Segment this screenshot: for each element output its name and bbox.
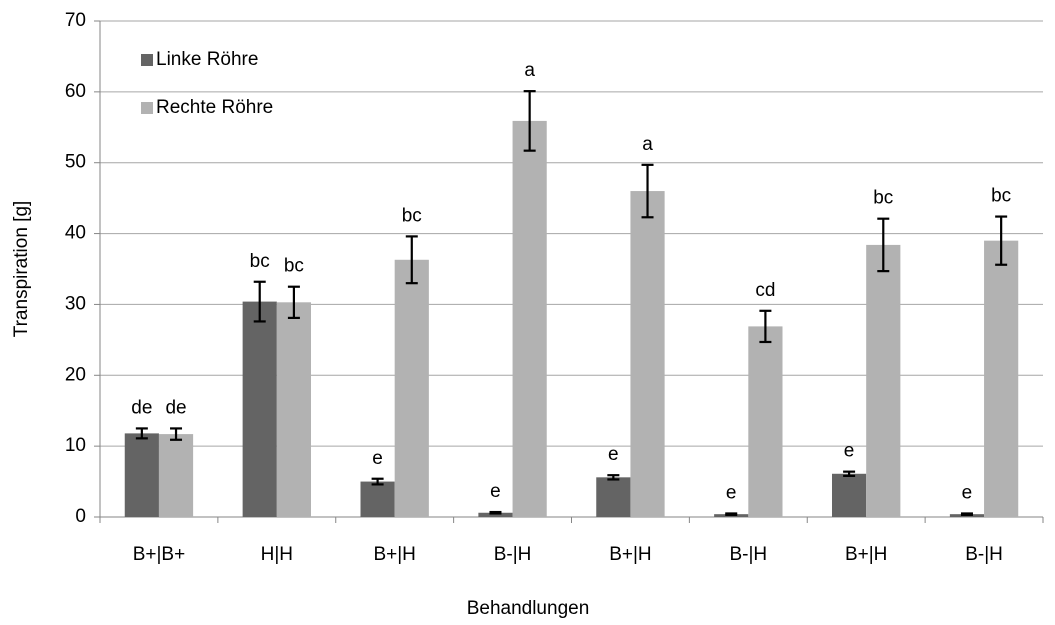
- bar: [394, 259, 429, 517]
- significance-label: bc: [991, 186, 1011, 207]
- significance-label: cd: [755, 280, 775, 301]
- x-tick-label: B-|H: [494, 544, 532, 565]
- y-axis-title: Transpiration [g]: [11, 201, 32, 338]
- bar: [984, 240, 1019, 517]
- significance-label: bc: [402, 205, 422, 226]
- x-tick-label: B-|H: [729, 544, 767, 565]
- significance-label: a: [524, 60, 535, 81]
- significance-label: e: [372, 448, 383, 469]
- y-tick-label: 40: [65, 223, 86, 244]
- legend-swatch: [141, 102, 153, 114]
- y-tick-label: 30: [65, 293, 86, 314]
- significance-label: bc: [284, 256, 304, 277]
- bar: [748, 326, 783, 517]
- y-tick-label: 20: [65, 364, 86, 385]
- legend-swatch: [141, 54, 153, 66]
- y-tick-label: 0: [75, 506, 86, 527]
- bar: [360, 481, 395, 517]
- y-tick-label: 70: [65, 10, 86, 31]
- bar: [478, 512, 513, 517]
- significance-label: bc: [250, 251, 270, 272]
- legend-label: Linke Röhre: [156, 49, 258, 70]
- x-tick-label: B+|B+: [133, 544, 185, 565]
- significance-label: de: [131, 397, 152, 418]
- x-tick-label: B+|H: [609, 544, 651, 565]
- y-tick-label: 10: [65, 435, 86, 456]
- significance-label: de: [165, 397, 186, 418]
- significance-label: e: [726, 482, 737, 503]
- bar: [866, 244, 901, 517]
- significance-label: a: [642, 134, 653, 155]
- bar: [124, 433, 159, 517]
- bar: [158, 434, 194, 517]
- bar: [512, 120, 547, 517]
- y-tick-label: 60: [65, 81, 86, 102]
- x-tick-label: B-|H: [965, 544, 1003, 565]
- y-tick-label: 50: [65, 152, 86, 173]
- x-tick-label: B+|H: [373, 544, 415, 565]
- significance-label: e: [490, 481, 501, 502]
- legend-label: Rechte Röhre: [156, 97, 273, 118]
- significance-label: e: [608, 444, 619, 465]
- x-axis-title: Behandlungen: [467, 598, 590, 619]
- bar: [832, 473, 867, 517]
- bar: [276, 302, 311, 517]
- bar: [630, 191, 665, 518]
- bar: [596, 477, 631, 517]
- x-tick-label: B+|H: [845, 544, 887, 565]
- significance-label: e: [844, 441, 855, 462]
- x-tick-label: H|H: [261, 544, 293, 565]
- significance-label: bc: [873, 188, 893, 209]
- significance-label: e: [962, 482, 973, 503]
- bar: [242, 301, 277, 517]
